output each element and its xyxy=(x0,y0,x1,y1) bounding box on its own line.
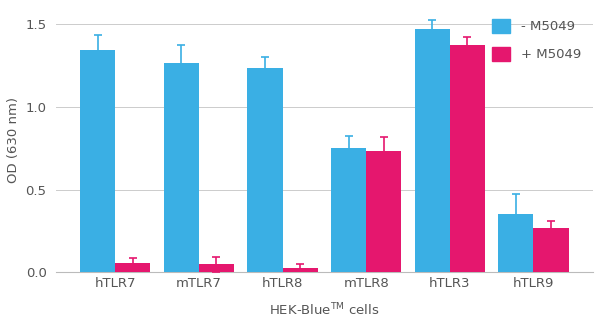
Bar xyxy=(199,264,234,272)
Bar xyxy=(366,151,401,272)
Bar xyxy=(415,29,450,272)
Bar xyxy=(450,45,485,272)
Bar xyxy=(331,148,366,272)
Bar xyxy=(499,214,533,272)
Bar xyxy=(80,50,115,272)
X-axis label: HEK-Blue$^{\mathregular{TM}}$ cells: HEK-Blue$^{\mathregular{TM}}$ cells xyxy=(269,302,380,318)
Y-axis label: OD (630 nm): OD (630 nm) xyxy=(7,97,20,183)
Bar xyxy=(247,68,283,272)
Bar xyxy=(115,263,151,272)
Legend: - M5049, + M5049: - M5049, + M5049 xyxy=(487,14,586,67)
Bar xyxy=(283,267,317,272)
Bar xyxy=(164,63,199,272)
Bar xyxy=(533,228,569,272)
